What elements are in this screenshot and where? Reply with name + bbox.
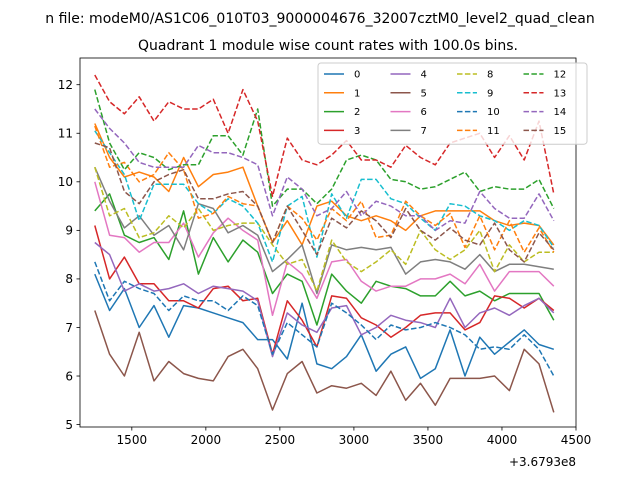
x-tick-label-3500: 3500	[413, 433, 444, 447]
legend-label-15: 15	[554, 126, 567, 137]
axes-frame	[79, 57, 577, 428]
legend-label-9: 9	[487, 88, 493, 99]
y-tick-label-12: 12	[58, 78, 73, 92]
series-line-7	[94, 166, 554, 295]
legend-label-3: 3	[354, 126, 360, 137]
plot-area: 1500 2000 2500 3000 3500 4000 4500567891011120…	[58, 57, 592, 447]
legend-label-5: 5	[421, 88, 427, 99]
legend-label-1: 1	[354, 88, 360, 99]
series-line-9	[94, 130, 555, 263]
series-line-1	[94, 123, 555, 246]
y-tick-label-9: 9	[65, 224, 73, 238]
x-tick-label-1500: 1500	[117, 433, 148, 447]
series-line-12	[94, 89, 555, 209]
x-tick-label-2500: 2500	[265, 433, 296, 447]
y-tick-label-7: 7	[65, 321, 73, 335]
x-tick-label-4500: 4500	[561, 433, 592, 447]
legend-label-12: 12	[554, 70, 567, 81]
y-tick-label-11: 11	[58, 127, 73, 141]
legend-label-11: 11	[487, 126, 500, 137]
legend-label-13: 13	[554, 88, 567, 99]
series-line-15	[94, 142, 555, 263]
series-line-6	[94, 181, 555, 317]
series-line-2	[94, 193, 555, 326]
legend-label-0: 0	[354, 70, 360, 81]
legend-label-2: 2	[354, 107, 360, 118]
series-line-0	[94, 273, 555, 380]
series-line-8	[94, 166, 554, 292]
legend-label-10: 10	[487, 107, 500, 118]
legend-label-6: 6	[421, 107, 427, 118]
chart-title: Quadrant 1 module wise count rates with …	[138, 38, 518, 54]
y-tick-label-8: 8	[65, 272, 73, 286]
x-tick-label-3000: 3000	[339, 433, 370, 447]
legend-label-4: 4	[421, 70, 427, 81]
legend-label-8: 8	[487, 70, 493, 81]
legend-label-14: 14	[554, 107, 567, 118]
series-line-4	[94, 241, 555, 358]
series-line-14	[94, 108, 555, 232]
chart-suptitle: n file: modeM0/AS1C06_010T03_9000004676_…	[45, 11, 594, 27]
legend-label-7: 7	[421, 126, 427, 137]
series-line-10	[94, 261, 555, 377]
x-tick-label-4000: 4000	[487, 433, 518, 447]
series-line-11	[94, 125, 555, 253]
x-offset-text: +3.6793e8	[509, 455, 576, 469]
series-line-5	[94, 310, 555, 413]
x-tick-label-2000: 2000	[191, 433, 222, 447]
y-tick-label-10: 10	[58, 175, 73, 189]
y-tick-label-6: 6	[65, 369, 73, 383]
y-tick-label-5: 5	[65, 418, 73, 432]
legend-box	[317, 62, 588, 145]
